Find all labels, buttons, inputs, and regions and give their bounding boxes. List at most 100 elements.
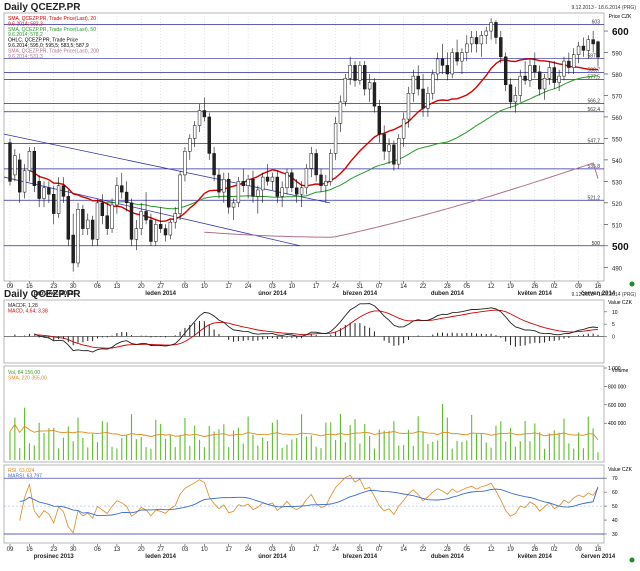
x-tick-label: 16 xyxy=(26,284,33,290)
x-tick-label: 06 xyxy=(94,284,101,290)
candle-body xyxy=(382,133,386,152)
candle-body xyxy=(499,37,503,58)
y-tick-label: 580 xyxy=(612,73,623,79)
candle-body xyxy=(265,176,270,182)
x-tick-label: 23 xyxy=(50,284,57,290)
candle-body xyxy=(139,211,143,229)
month-label: duben 2014 xyxy=(431,291,465,297)
candle-body xyxy=(358,65,362,81)
level-label: 562,4 xyxy=(587,107,600,113)
candle-body xyxy=(134,228,139,240)
month-label: březen 2014 xyxy=(343,291,378,297)
x-tick-label: 17 xyxy=(225,547,232,553)
candle-body xyxy=(508,84,513,103)
candle-body xyxy=(32,151,36,186)
macd-legend-entry: MACD, 4,64; 3,38 xyxy=(8,308,48,314)
x-tick-label: 31 xyxy=(357,547,364,553)
candle-body xyxy=(450,52,454,75)
volume-unit-label: Volume xyxy=(612,368,629,374)
y-tick-label: 560 xyxy=(612,116,623,122)
candle-body xyxy=(348,65,352,79)
month-label: prosinec 2013 xyxy=(34,554,75,560)
bottom-x-axis: 09 16 23 30 06 13 20 27 03 10 17 24 03 10 17 24 31 07 14 22… xyxy=(7,544,616,560)
candle-body xyxy=(295,187,299,195)
macd-unit-label: Value CZK xyxy=(608,300,632,306)
month-label: leden 2014 xyxy=(145,291,176,297)
lower-date-range: 9.12.2013 - 18.6.2014 (PRG) xyxy=(572,292,637,298)
x-tick-label: 27 xyxy=(157,547,164,553)
candle-body xyxy=(110,204,114,229)
price-x-axis: 09 16 23 30 06 13 20 27 03 10 17 24 03 10 17 24 31 07 14 22… xyxy=(7,281,616,297)
month-label: květen 2014 xyxy=(518,291,553,297)
rsi-series xyxy=(4,474,604,535)
x-tick-label: 03 xyxy=(182,284,189,290)
x-tick-label: 28 xyxy=(444,547,451,553)
month-label: únor 2014 xyxy=(258,291,287,297)
candle-body xyxy=(406,93,411,120)
x-tick-label: 24 xyxy=(332,284,339,290)
rsi-y-tick-label: 50 xyxy=(612,504,618,510)
candle-body xyxy=(71,234,75,264)
legend-entry: 9.6.2014; 531,3 xyxy=(8,54,43,60)
x-tick-label: 09 xyxy=(575,284,582,290)
status-dot-upper xyxy=(629,281,635,287)
y-tick-label: 590 xyxy=(612,52,623,58)
candle-body xyxy=(567,60,571,68)
candle-body xyxy=(465,43,469,53)
y-tick-label: 520 xyxy=(612,202,623,208)
candle-body xyxy=(474,37,479,45)
rsi-y-axis: 70 60 50 40 30 xyxy=(604,476,618,538)
candle-body xyxy=(397,138,401,165)
rsi-legend-entry: RSI, 63,024 xyxy=(8,468,35,474)
candle-body xyxy=(581,45,586,51)
macd-legend-entry: MACDF, 1,28 xyxy=(8,303,38,309)
x-tick-label: 09 xyxy=(7,284,14,290)
legend-entry: 9.6.2014; 578,2 xyxy=(8,32,43,38)
candle-body xyxy=(401,118,406,139)
y-tick-label: 570 xyxy=(612,94,623,100)
rsi-y-tick-label: 70 xyxy=(612,476,618,482)
candle-body xyxy=(236,181,241,204)
sma20-line xyxy=(29,58,598,223)
candle-body xyxy=(207,116,211,154)
x-tick-label: 28 xyxy=(444,284,451,290)
candle-body xyxy=(222,178,226,193)
candle-body xyxy=(173,213,177,223)
chart-title: Daily QCEZP.PR xyxy=(4,2,81,13)
x-tick-label: 22 xyxy=(420,547,427,553)
candle-body xyxy=(329,153,333,182)
candle-body xyxy=(290,172,294,189)
candle-body xyxy=(489,22,493,32)
x-tick-label: 31 xyxy=(357,284,364,290)
x-tick-label: 26 xyxy=(531,284,538,290)
sma50-line xyxy=(48,75,599,210)
x-tick-label: 20 xyxy=(138,284,145,290)
x-tick-label: 07 xyxy=(376,284,383,290)
macd-panel xyxy=(3,299,605,364)
candle-body xyxy=(426,93,430,109)
candle-body xyxy=(280,187,284,197)
candle-body xyxy=(421,88,425,109)
candle-body xyxy=(333,123,338,154)
status-dot-lower xyxy=(629,557,635,563)
candle-body xyxy=(37,181,41,199)
x-tick-label: 17 xyxy=(313,547,320,553)
candle-body xyxy=(484,30,488,36)
x-tick-label: 10 xyxy=(289,284,296,290)
candle-body xyxy=(105,215,109,229)
x-tick-label: 02 xyxy=(551,547,558,553)
month-label: leden 2014 xyxy=(145,554,176,560)
macd-y-tick-label: 5 xyxy=(612,322,615,328)
rsi-unit-label: Value CZK xyxy=(608,467,632,473)
candle-body xyxy=(372,82,377,107)
candle-body xyxy=(8,142,12,182)
candle-body xyxy=(314,153,318,176)
candle-body xyxy=(115,185,119,206)
month-label: červen 2014 xyxy=(581,554,616,560)
y-tick-label: 550 xyxy=(612,137,623,143)
x-tick-label: 17 xyxy=(225,284,232,290)
candle-body xyxy=(503,56,508,85)
x-tick-label: 02 xyxy=(551,284,558,290)
